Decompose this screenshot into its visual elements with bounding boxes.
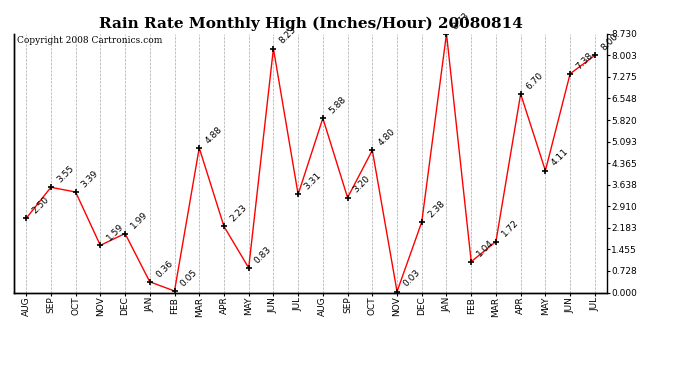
Text: 2.38: 2.38 [426,199,446,219]
Text: 4.88: 4.88 [204,124,224,145]
Text: 6.70: 6.70 [525,70,545,91]
Text: 3.39: 3.39 [80,169,100,189]
Text: 1.99: 1.99 [129,210,150,231]
Text: 3.20: 3.20 [352,174,373,195]
Text: 0.36: 0.36 [154,258,175,279]
Text: 1.04: 1.04 [475,238,496,259]
Text: 3.31: 3.31 [302,171,323,192]
Title: Rain Rate Monthly High (Inches/Hour) 20080814: Rain Rate Monthly High (Inches/Hour) 200… [99,17,522,31]
Text: 4.80: 4.80 [377,127,397,147]
Text: 2.23: 2.23 [228,203,248,223]
Text: 3.55: 3.55 [55,164,76,184]
Text: 0.03: 0.03 [401,268,422,289]
Text: 1.72: 1.72 [500,218,521,239]
Text: 2.50: 2.50 [30,195,51,216]
Text: 0.05: 0.05 [179,268,199,288]
Text: 8.00: 8.00 [599,32,620,53]
Text: 7.38: 7.38 [574,50,595,71]
Text: 4.11: 4.11 [549,147,570,168]
Text: 1.59: 1.59 [104,222,125,243]
Text: 5.88: 5.88 [327,95,348,116]
Text: 8.73: 8.73 [451,10,471,31]
Text: Copyright 2008 Cartronics.com: Copyright 2008 Cartronics.com [17,36,162,45]
Text: 8.23: 8.23 [277,25,298,46]
Text: 0.83: 0.83 [253,244,273,265]
